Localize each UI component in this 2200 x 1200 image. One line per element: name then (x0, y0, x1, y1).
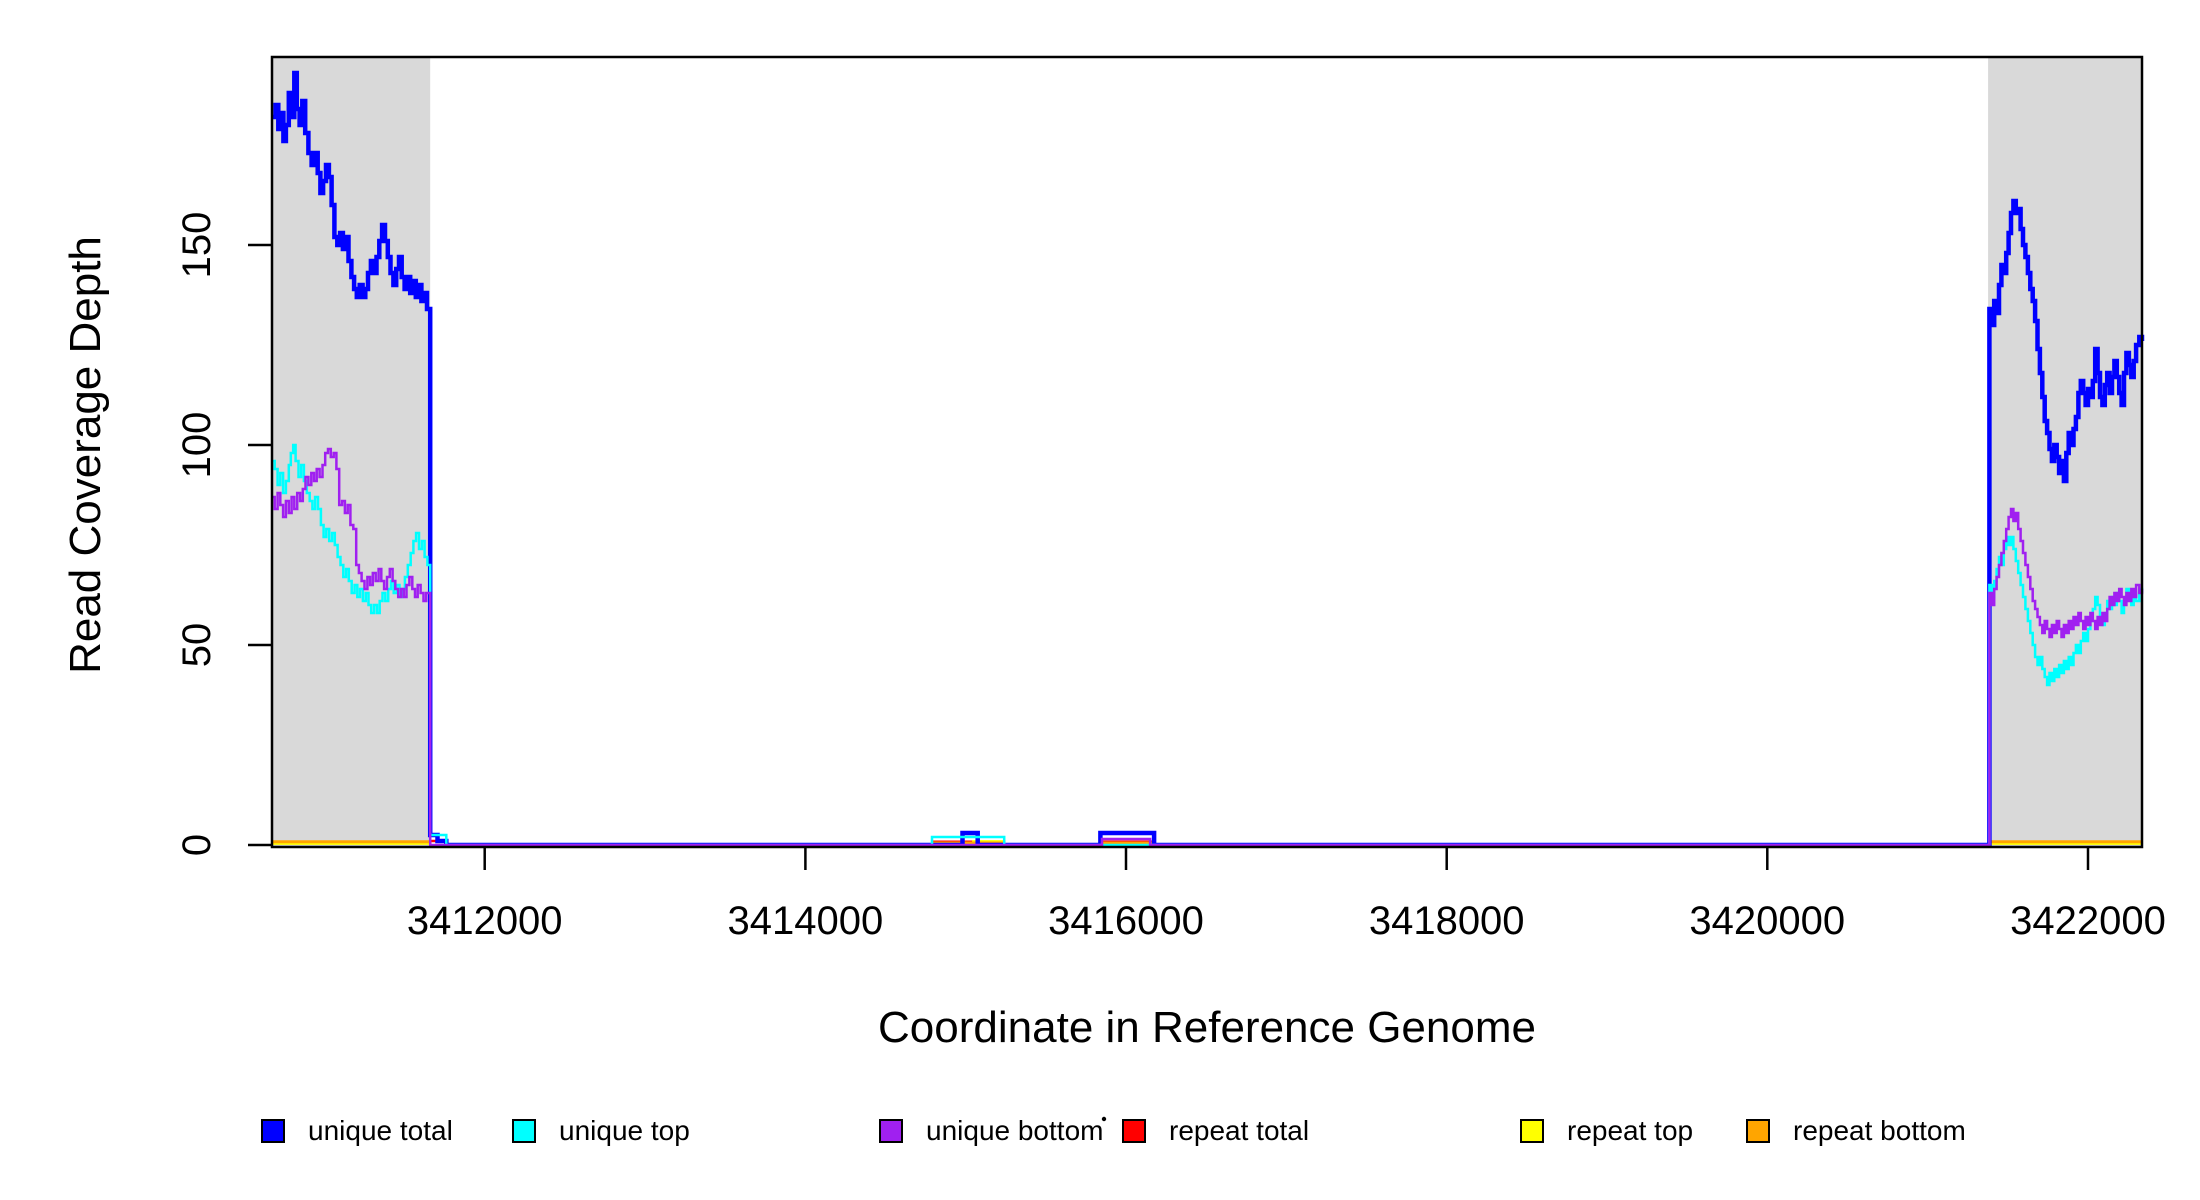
legend: unique total unique top unique bottom repea… (261, 1115, 1966, 1146)
legend-item-unique-bottom: unique bottom (879, 1115, 1103, 1146)
legend-item-repeat-total: repeat total (1122, 1115, 1309, 1146)
legend-swatch-unique-total (261, 1119, 285, 1143)
plot-border (270, 55, 2144, 849)
annotations (1101, 1116, 1107, 1122)
legend-item-unique-top: unique top (512, 1115, 690, 1146)
legend-item-repeat-bottom: repeat bottom (1746, 1115, 1966, 1146)
x-tick-label: 3420000 (1689, 899, 1845, 943)
series-line-unique-top (272, 443, 2144, 847)
x-tick-label: 3416000 (1048, 899, 1204, 943)
y-tick-label: 0 (175, 834, 219, 856)
legend-swatch-repeat-total (1122, 1119, 1146, 1143)
legend-swatch-unique-bottom (879, 1119, 903, 1143)
plot-frame (270, 55, 2144, 849)
highlight-regions (272, 57, 2142, 847)
legend-label: unique bottom (926, 1115, 1103, 1146)
x-axis-title: Coordinate in Reference Genome (878, 1003, 1536, 1052)
legend-label: repeat total (1169, 1115, 1309, 1146)
y-tick-label: 100 (175, 412, 219, 479)
legend-label: repeat top (1567, 1115, 1693, 1146)
left-repeat-region (272, 57, 431, 847)
legend-swatch-unique-top (512, 1119, 536, 1143)
series-line-unique-total (272, 70, 2145, 848)
y-tick-label: 50 (175, 623, 219, 668)
legend-item-unique-total: unique total (261, 1115, 453, 1146)
axes: 3412000 3414000 3416000 3418000 3420000 34220… (175, 212, 2166, 943)
y-axis-title: Read Coverage Depth (61, 236, 110, 674)
series-line-unique-bottom (272, 447, 2144, 847)
legend-swatch-repeat-top (1520, 1119, 1544, 1143)
legend-item-repeat-top: repeat top (1520, 1115, 1693, 1146)
legend-label: repeat bottom (1793, 1115, 1966, 1146)
legend-label: unique total (308, 1115, 453, 1146)
x-tick-label: 3418000 (1369, 899, 1525, 943)
x-tick-label: 3414000 (728, 899, 884, 943)
x-tick-label: 3422000 (2010, 899, 2166, 943)
legend-swatch-repeat-bottom (1746, 1119, 1770, 1143)
legend-label: unique top (559, 1115, 690, 1146)
y-tick-label: 150 (175, 212, 219, 279)
stray-point-dot (1101, 1116, 1107, 1122)
series-lines (272, 70, 2145, 848)
x-tick-label: 3412000 (407, 899, 563, 943)
